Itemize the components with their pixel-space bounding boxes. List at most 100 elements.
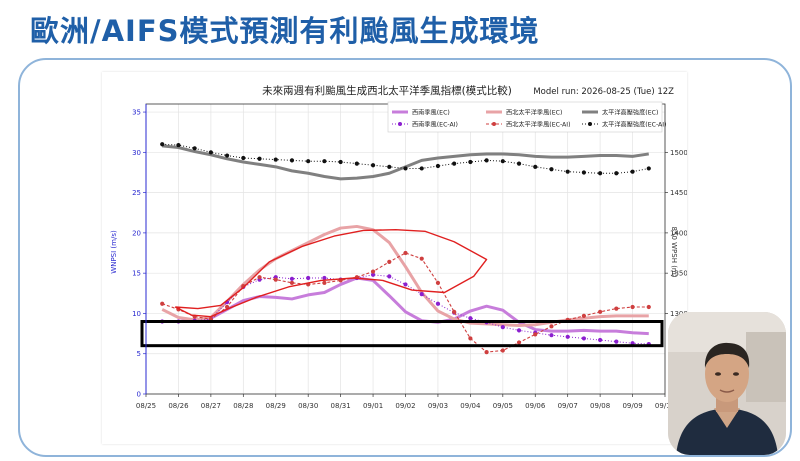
series-point-3 [516, 328, 522, 333]
axes: 08/25 08/26 08/27 08/28 08/29 08/30 08/31 09/01… [132, 103, 688, 410]
series-point-3 [403, 282, 408, 287]
series-point-4 [322, 280, 327, 285]
grid [145, 104, 666, 395]
series-point-4 [273, 277, 278, 282]
presenter-video [668, 312, 786, 455]
x-tick-label: 09/07 [558, 402, 578, 410]
slide-title: 歐洲/AIFS模式預測有利颱風生成環境 [30, 14, 540, 48]
series-point-3 [581, 336, 587, 341]
y-tick-label-right: 1400 [670, 229, 687, 237]
series-layer [160, 142, 651, 355]
y-tick-label-left: 20 [132, 229, 141, 237]
legend-label: 西南季風(EC-AI) [412, 121, 458, 129]
series-point-5 [403, 166, 408, 171]
y-tick-label-left: 25 [132, 189, 141, 197]
annotation-layer [140, 228, 664, 348]
series-point-4 [452, 309, 457, 314]
series-point-4 [646, 304, 651, 310]
series-point-5 [160, 142, 165, 147]
series-point-5 [533, 164, 538, 169]
x-tick-label: 09/03 [428, 402, 448, 410]
x-tick-label: 08/25 [136, 402, 156, 410]
x-tick-label: 08/27 [201, 402, 221, 410]
series-point-5 [192, 146, 197, 151]
series-point-5 [565, 169, 570, 174]
series-point-5 [354, 161, 359, 166]
x-tick-label: 09/01 [363, 402, 383, 410]
series-point-4 [630, 304, 635, 310]
series-point-4 [370, 269, 376, 274]
series-point-3 [306, 275, 311, 281]
series-point-5 [500, 159, 505, 164]
series-point-3 [598, 337, 603, 343]
chart-title: 未來兩週有利颱風生成西北太平洋季風指標(模式比較) [262, 84, 512, 97]
series-point-4 [160, 301, 165, 306]
series-point-3 [500, 325, 505, 330]
series-point-5 [387, 164, 392, 169]
series-point-4 [516, 340, 522, 345]
series-point-5 [273, 157, 278, 162]
series-point-5 [630, 169, 635, 174]
y-tick-label-left: 30 [132, 149, 141, 157]
series-point-4 [468, 336, 473, 341]
series-point-4 [289, 280, 295, 285]
series-point-5 [338, 159, 343, 165]
series-point-4 [533, 332, 538, 337]
series-point-5 [257, 156, 262, 161]
x-tick-label: 09/05 [493, 402, 513, 410]
y-tick-label-right: 1500 [670, 149, 687, 157]
legend-marker [588, 122, 592, 126]
series-point-5 [484, 158, 489, 163]
series-point-5 [241, 155, 246, 161]
x-tick-label: 09/06 [525, 402, 546, 410]
x-tick-label: 08/31 [331, 402, 351, 410]
series-point-5 [646, 166, 651, 171]
y-axis-label-right: 850 WPSH (m) [670, 227, 678, 278]
y-axis-label-left: WNPSI (m/s) [110, 230, 118, 274]
x-tick-label: 09/02 [395, 402, 415, 410]
series-point-5 [370, 163, 376, 168]
legend-label: 太平洋高壓強度(EC) [602, 109, 658, 117]
series-point-3 [549, 333, 554, 338]
series-point-4 [500, 348, 505, 353]
series-point-4 [614, 306, 619, 311]
series-point-5 [468, 159, 473, 165]
series-point-5 [306, 159, 311, 164]
x-tick-label: 09/09 [622, 402, 642, 410]
series-point-4 [549, 324, 554, 329]
series-point-5 [452, 161, 457, 166]
x-tick-label: 08/28 [233, 402, 253, 410]
legend-label: 西北太平洋季風(EC-AI) [506, 121, 571, 129]
series-point-5 [208, 150, 213, 155]
series-point-4 [257, 275, 262, 280]
presenter-video-icon [668, 312, 786, 455]
series-point-5 [516, 161, 522, 166]
legend-label: 西南季風(EC) [412, 109, 450, 117]
series-point-4 [581, 313, 587, 318]
series-point-5 [614, 171, 619, 176]
y-tick-label-left: 0 [137, 391, 141, 399]
x-tick-label: 08/26 [168, 402, 189, 410]
series-point-5 [549, 167, 554, 172]
legend-marker [492, 122, 496, 126]
legend-marker [398, 122, 402, 126]
series-point-3 [468, 316, 473, 321]
series-point-4 [484, 350, 489, 355]
legend-label: 太平洋高壓強度(EC-AI) [602, 121, 667, 129]
series-point-4 [598, 309, 603, 314]
legend-box [387, 101, 663, 133]
series-point-3 [565, 334, 570, 339]
line-chart: 08/25 08/26 08/27 08/28 08/29 08/30 08/31 09/01… [110, 84, 688, 410]
series-point-4 [435, 280, 441, 285]
series-point-5 [419, 166, 424, 171]
annotation-black-box [140, 320, 664, 348]
y-tick-label-left: 35 [132, 109, 141, 117]
chart-card: 08/25 08/26 08/27 08/28 08/29 08/30 08/31 09/01… [102, 72, 688, 444]
x-tick-label: 09/10 [655, 402, 675, 410]
chart-subtitle: Model run: 2026-08-25 (Tue) 12Z [533, 87, 674, 97]
series-line-0 [162, 276, 649, 336]
series-point-3 [435, 301, 441, 306]
y-tick-label-left: 5 [137, 350, 141, 358]
series-point-3 [370, 272, 376, 277]
x-tick-label: 09/08 [590, 402, 610, 410]
